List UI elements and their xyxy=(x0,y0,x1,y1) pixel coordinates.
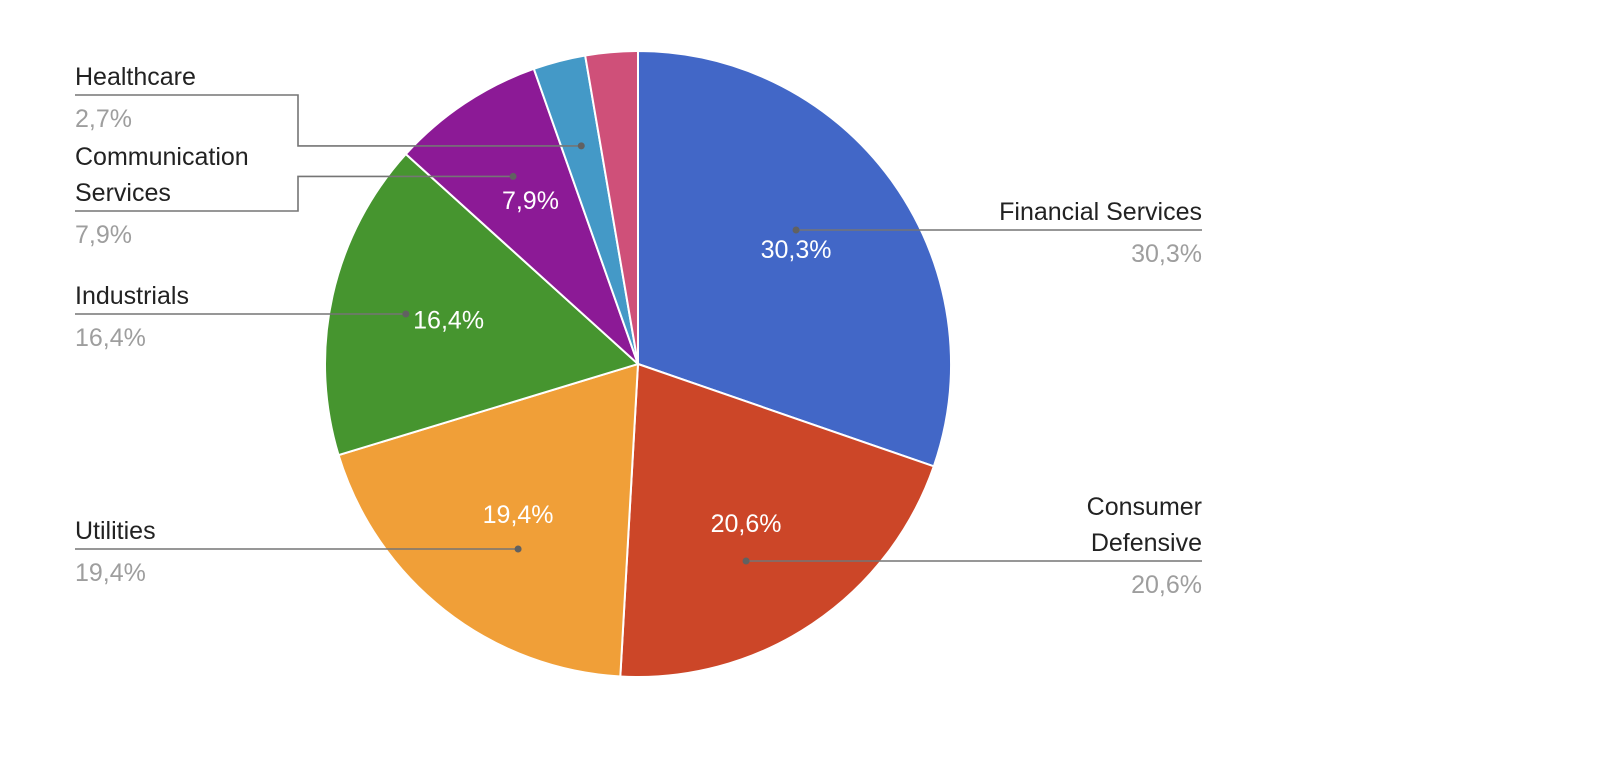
leader-line-healthcare xyxy=(75,94,582,147)
pie-slice-industrials[interactable] xyxy=(324,152,640,457)
slice-name-label-financial-services: Financial Services xyxy=(999,198,1202,226)
slice-percent-label-industrials: 16,4% xyxy=(75,324,146,352)
slice-name-label-industrials: Industrials xyxy=(75,282,189,310)
pie-slice-communication-services[interactable] xyxy=(404,67,639,365)
slice-inner-label-utilities: 19,4% xyxy=(483,501,554,529)
pie-slice-consumer-defensive[interactable] xyxy=(619,362,936,678)
pie-slice-other[interactable] xyxy=(584,49,639,365)
leader-dot-industrials xyxy=(402,310,410,318)
outer-labels-layer: Financial Services 30,3% Consumer Defensive… xyxy=(75,63,1202,599)
slice-percent-label-consumer-defensive: 20,6% xyxy=(1131,571,1202,599)
slice-percent-label-utilities: 19,4% xyxy=(75,559,146,587)
slice-inner-label-consumer-defensive: 20,6% xyxy=(711,510,782,538)
slice-name-label-communication-services-line-2: Services xyxy=(75,179,171,207)
slices-layer xyxy=(324,49,952,678)
pie-slice-utilities[interactable] xyxy=(337,362,640,678)
slice-name-label-consumer-defensive-line-1: Consumer xyxy=(1087,493,1202,521)
leader-dot-financial-services xyxy=(792,226,800,234)
slice-percent-label-healthcare: 2,7% xyxy=(75,105,132,133)
pie-slice-financial-services[interactable] xyxy=(637,49,952,468)
slice-percent-label-financial-services: 30,3% xyxy=(1131,240,1202,268)
slice-name-label-utilities: Utilities xyxy=(75,517,156,545)
slice-name-label-consumer-defensive-line-2: Defensive xyxy=(1091,529,1202,557)
inner-labels-layer: 30,3% 20,6% 19,4% 16,4% 7,9% xyxy=(413,187,831,538)
slice-inner-label-financial-services: 30,3% xyxy=(761,236,832,264)
leader-dot-communication-services xyxy=(509,172,517,180)
slice-name-label-communication-services-line-1: Communication xyxy=(75,143,249,171)
leader-dot-healthcare xyxy=(577,142,585,150)
slice-inner-label-communication-services: 7,9% xyxy=(502,187,559,215)
leader-line-communication-services xyxy=(75,175,514,212)
slice-inner-label-industrials: 16,4% xyxy=(413,306,484,334)
leader-lines-layer xyxy=(75,94,1202,565)
slice-percent-label-communication-services: 7,9% xyxy=(75,221,132,249)
leader-dot-utilities xyxy=(514,545,522,553)
slice-name-label-healthcare: Healthcare xyxy=(75,63,196,91)
leader-dot-consumer-defensive xyxy=(742,557,750,565)
